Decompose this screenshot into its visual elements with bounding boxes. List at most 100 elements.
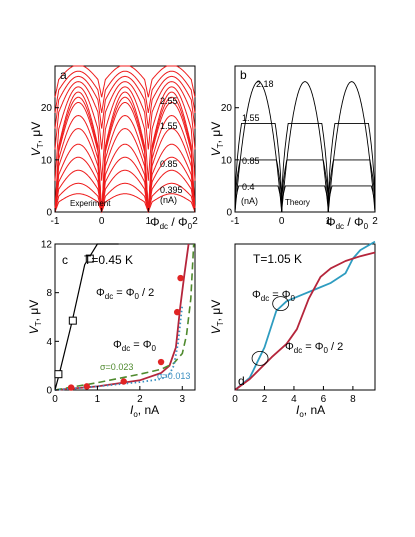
panel-b-frame (234, 65, 376, 213)
panel-a-curve-12 (54, 75, 196, 129)
panel-c-xtick-label-1: 1 (95, 394, 101, 405)
panel-a-curve-13 (54, 70, 196, 113)
panel-a-curve-1 (54, 182, 196, 213)
panel-b-xtick-label-2: 2 (372, 216, 378, 227)
panel-c-square-marker-0 (54, 370, 63, 379)
panel-a-annot-2.55: 2.55 (160, 96, 178, 106)
panel-c-circle-marker-5 (177, 274, 184, 282)
panel-a-annot-experiment: Experiment (70, 199, 111, 208)
panel-a-xtick-label-0: 0 (99, 216, 105, 227)
panel-a-xtick-label--1: -1 (51, 216, 60, 227)
panel-c-circle-marker-0 (67, 384, 75, 391)
panel-a-curve-8 (54, 96, 196, 213)
panel-b-xtick-label-0: 0 (279, 216, 285, 227)
panel-a-annot-0.85: 0.85 (160, 159, 178, 169)
panel-b-annot-0.85: 0.85 (242, 156, 260, 166)
panel-a-xtick-label-1: 1 (146, 216, 152, 227)
panel-a-curve-6 (54, 114, 196, 213)
panel-a-curve-10 (54, 86, 196, 181)
panel-b-annot-2.18: 2.18 (256, 79, 274, 89)
panel-b-annot-0.4: 0.4 (242, 182, 255, 192)
panel-b-curve-2 (234, 122, 376, 213)
panel-b-xtick-label--1: -1 (231, 216, 240, 227)
panel-c-ytick-label-12: 12 (41, 240, 53, 251)
panel-d-series-1 (234, 251, 376, 391)
svg-text:VT, μV: VT, μV (27, 300, 43, 335)
panel-b-label: b (240, 68, 247, 82)
panel-a-ytick-label-0: 0 (46, 208, 52, 219)
panel-c-xtick-label-0: 0 (52, 394, 58, 405)
panel-d-xtick-label-4: 4 (291, 394, 297, 405)
panel-d-frame (234, 243, 376, 391)
panel-b-xlabel: Φdc / Φ0 (326, 215, 369, 231)
panel-d-ticks: 0 2 4 6 8 (232, 386, 356, 405)
panel-a-annot-1.55: 1.55 (160, 121, 178, 131)
panel-c-ylabel: VT, μV (27, 300, 43, 335)
panel-b-annot-nA: (nA) (241, 196, 258, 206)
panel-d-ylabel: VT, μV (209, 300, 225, 335)
panel-c-xtick-label-2: 2 (137, 394, 143, 405)
panel-d-ellipse-0 (251, 350, 269, 366)
svg-text:VT, μV: VT, μV (209, 122, 225, 157)
panel-c-series-3 (54, 304, 184, 391)
panel-b-curve-0 (234, 185, 376, 213)
panel-c-xlabel: Io, nA (130, 403, 159, 419)
panel-a-annot-0.395: 0.395 (160, 185, 183, 195)
panel-c-temp: T=0.45 K (84, 253, 133, 267)
panel-d-curves (234, 240, 376, 391)
panel-a-ytick-label-20: 20 (41, 103, 53, 114)
panel-d-annot-half: Φdc = Φ0 / 2 (285, 341, 343, 355)
panel-a-ytick-label-10: 10 (41, 155, 53, 166)
panel-a-curves (54, 65, 196, 214)
panel-c-ytick-label-0: 0 (46, 386, 52, 397)
panel-d: 0 2 4 6 8 d T=1.05 K Φdc = Φ0 Φdc = Φ0 / 2 V… (209, 240, 376, 419)
panel-c-ytick-label-8: 8 (46, 288, 52, 299)
panel-c-sigma-023: σ=0.023 (100, 362, 133, 372)
panel-c-frame (54, 243, 196, 391)
panel-c-sigma-013: σ=0.013 (157, 371, 190, 381)
panel-a-curve-3 (54, 156, 196, 213)
panel-b-curve-1 (234, 159, 376, 213)
panel-a-curve-7 (54, 102, 196, 213)
panel-d-xtick-label-2: 2 (262, 394, 268, 405)
panel-a-curve-4 (54, 143, 196, 213)
panel-b-ylabel: VT, μV (209, 122, 225, 157)
panel-d-temp: T=1.05 K (253, 252, 302, 266)
panel-b-ytick-label-20: 20 (221, 103, 233, 114)
panel-d-annot-full: Φdc = Φ0 (252, 289, 296, 303)
panel-a-xlabel: Φdc / Φ0 (150, 215, 193, 231)
panel-c-square-marker-1 (68, 316, 77, 325)
panel-d-ellipse-1 (272, 296, 290, 312)
panel-c-circle-marker-4 (173, 308, 181, 316)
panel-b-curves (234, 81, 376, 213)
panel-c-annot-half: Φdc = Φ0 / 2 (96, 287, 154, 301)
panel-c-xtick-label-3: 3 (179, 394, 185, 405)
panel-a-label: a (60, 68, 67, 82)
panel-a-curve-2 (54, 169, 196, 213)
panel-c-ytick-label-4: 4 (46, 337, 52, 348)
panel-a-ylabel: VT, μV (29, 122, 45, 157)
panel-c-circle-marker-3 (157, 358, 165, 366)
panel-c-annot-full: Φdc = Φ0 (113, 339, 157, 353)
panel-b-ytick-label-0: 0 (226, 208, 232, 219)
panel-c-label: c (62, 253, 68, 267)
panel-c-square-marker-2 (85, 254, 94, 263)
panel-b-annot-1.55: 1.55 (242, 113, 260, 123)
panel-d-xlabel: Io, nA (296, 403, 325, 419)
svg-text:VT, μV: VT, μV (29, 122, 45, 157)
panel-b-curve-3 (234, 81, 376, 213)
panel-b-annot-theory: Theory (285, 198, 310, 207)
panel-d-series-0 (234, 240, 376, 391)
panel-a-curve-14 (54, 65, 196, 98)
panel-a-annot-nA: (nA) (160, 195, 177, 205)
panel-a-curve-11 (54, 81, 196, 150)
panel-c-circle-marker-2 (120, 378, 127, 385)
panel-c-markers (54, 254, 184, 391)
